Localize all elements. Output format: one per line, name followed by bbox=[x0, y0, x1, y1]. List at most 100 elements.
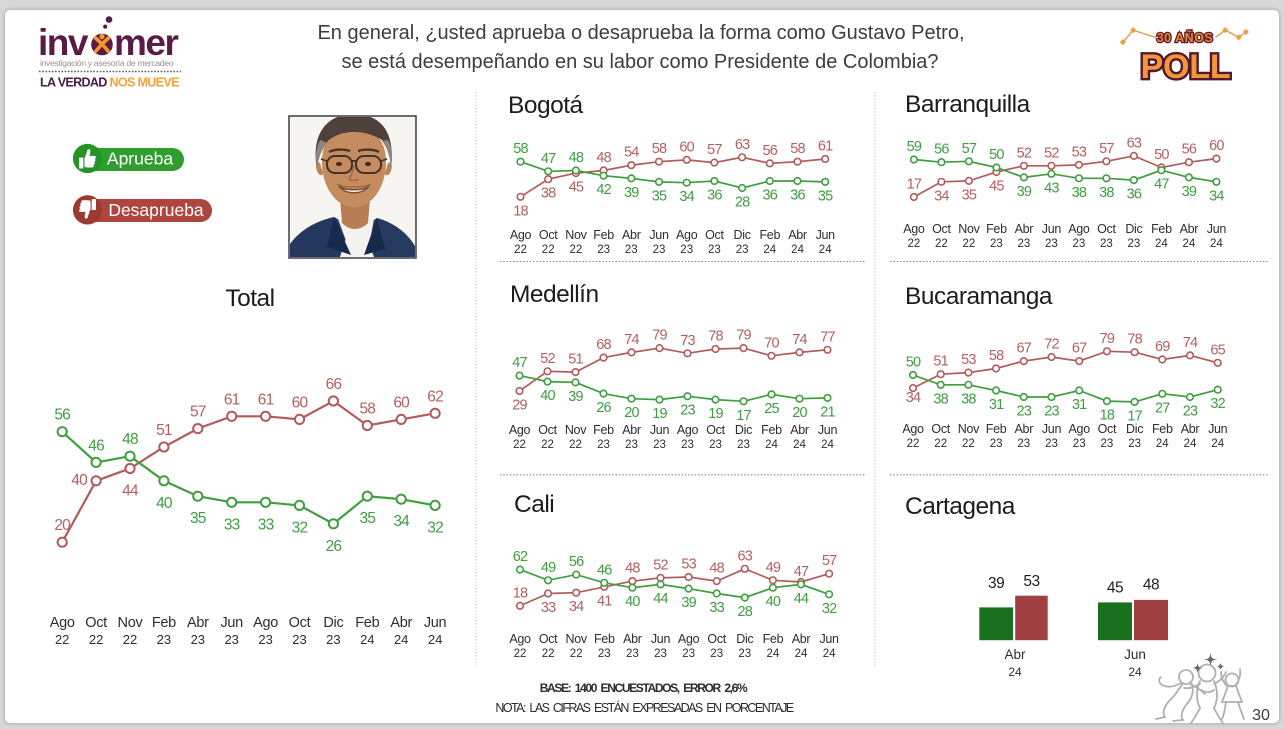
svg-text:23: 23 bbox=[990, 238, 1003, 250]
svg-text:23: 23 bbox=[1045, 238, 1058, 250]
svg-text:24: 24 bbox=[795, 648, 808, 660]
svg-text:48: 48 bbox=[625, 561, 640, 577]
svg-text:Oct: Oct bbox=[1098, 422, 1117, 436]
svg-text:Jun: Jun bbox=[818, 423, 838, 437]
svg-text:23: 23 bbox=[326, 632, 340, 647]
svg-text:Abr: Abr bbox=[622, 228, 641, 242]
svg-text:35: 35 bbox=[652, 188, 667, 204]
svg-text:44: 44 bbox=[653, 591, 668, 607]
svg-text:47: 47 bbox=[512, 355, 527, 371]
svg-text:22: 22 bbox=[541, 439, 554, 451]
svg-text:Jun: Jun bbox=[651, 632, 671, 646]
svg-text:58: 58 bbox=[790, 141, 805, 157]
svg-text:Oct: Oct bbox=[931, 422, 950, 436]
svg-text:68: 68 bbox=[596, 337, 611, 353]
svg-text:33: 33 bbox=[224, 516, 240, 533]
svg-text:23: 23 bbox=[1183, 404, 1198, 420]
svg-text:35: 35 bbox=[359, 510, 375, 527]
svg-text:mer: mer bbox=[114, 22, 178, 63]
svg-text:22: 22 bbox=[908, 238, 921, 250]
svg-text:31: 31 bbox=[989, 397, 1004, 413]
svg-text:Ago: Ago bbox=[253, 615, 278, 631]
svg-text:61: 61 bbox=[818, 139, 833, 155]
svg-text:Oct: Oct bbox=[707, 632, 726, 646]
svg-text:23: 23 bbox=[710, 648, 723, 660]
svg-text:Abr: Abr bbox=[623, 632, 642, 646]
svg-text:22: 22 bbox=[963, 238, 976, 250]
svg-text:50: 50 bbox=[989, 147, 1004, 163]
svg-text:22: 22 bbox=[570, 244, 583, 256]
svg-text:77: 77 bbox=[820, 329, 835, 345]
svg-text:23: 23 bbox=[709, 439, 722, 451]
svg-text:23: 23 bbox=[1017, 404, 1032, 420]
svg-text:74: 74 bbox=[624, 332, 639, 348]
svg-text:35: 35 bbox=[818, 188, 833, 204]
svg-text:Oct: Oct bbox=[538, 423, 557, 437]
svg-text:23: 23 bbox=[597, 244, 610, 256]
svg-text:61: 61 bbox=[224, 391, 240, 408]
svg-text:23: 23 bbox=[157, 632, 171, 647]
svg-text:40: 40 bbox=[71, 472, 88, 489]
svg-text:Jun: Jun bbox=[1124, 647, 1146, 662]
svg-text:69: 69 bbox=[1155, 339, 1170, 355]
svg-text:22: 22 bbox=[962, 438, 975, 450]
svg-text:23: 23 bbox=[1073, 238, 1086, 250]
svg-text:Feb: Feb bbox=[1152, 422, 1173, 436]
svg-text:61: 61 bbox=[258, 391, 274, 408]
svg-text:Dic: Dic bbox=[735, 423, 752, 437]
svg-text:investigación y asesoría de me: investigación y asesoría de mercadeo bbox=[40, 58, 174, 68]
svg-text:50: 50 bbox=[1154, 147, 1169, 163]
svg-text:33: 33 bbox=[541, 600, 556, 616]
svg-text:79: 79 bbox=[736, 328, 751, 344]
svg-text:23: 23 bbox=[653, 439, 666, 451]
svg-text:65: 65 bbox=[1210, 342, 1225, 358]
svg-text:24: 24 bbox=[1211, 438, 1224, 450]
svg-text:23: 23 bbox=[1073, 438, 1086, 450]
svg-text:24: 24 bbox=[394, 632, 408, 647]
svg-text:Nov: Nov bbox=[566, 632, 588, 646]
svg-text:22: 22 bbox=[123, 632, 137, 647]
svg-text:40: 40 bbox=[540, 388, 555, 404]
svg-text:24: 24 bbox=[1156, 438, 1169, 450]
svg-text:39: 39 bbox=[624, 185, 639, 201]
svg-text:57: 57 bbox=[190, 404, 206, 421]
svg-text:74: 74 bbox=[1183, 335, 1198, 351]
svg-text:Jun: Jun bbox=[1207, 222, 1227, 236]
svg-text:38: 38 bbox=[933, 391, 948, 407]
svg-text:23: 23 bbox=[625, 439, 638, 451]
svg-text:Feb: Feb bbox=[593, 228, 614, 242]
svg-text:63: 63 bbox=[1127, 135, 1142, 151]
svg-text:23: 23 bbox=[990, 438, 1003, 450]
svg-text:30 AÑOS: 30 AÑOS bbox=[1157, 30, 1214, 45]
svg-text:34: 34 bbox=[393, 513, 410, 530]
svg-text:57: 57 bbox=[962, 141, 977, 157]
svg-text:Jun: Jun bbox=[1042, 422, 1062, 436]
svg-text:38: 38 bbox=[1099, 185, 1114, 201]
svg-text:74: 74 bbox=[792, 332, 807, 348]
svg-text:35: 35 bbox=[190, 510, 206, 527]
svg-text:67: 67 bbox=[1072, 341, 1087, 357]
svg-text:Desaprueba: Desaprueba bbox=[108, 200, 204, 220]
svg-text:34: 34 bbox=[934, 188, 949, 204]
svg-text:23: 23 bbox=[654, 648, 667, 660]
svg-text:23: 23 bbox=[1128, 438, 1141, 450]
svg-text:32: 32 bbox=[822, 601, 837, 617]
svg-text:18: 18 bbox=[1100, 408, 1115, 424]
svg-text:Feb: Feb bbox=[593, 423, 614, 437]
svg-text:62: 62 bbox=[513, 549, 528, 565]
svg-text:23: 23 bbox=[736, 244, 749, 256]
svg-text:Dic: Dic bbox=[734, 228, 751, 242]
svg-text:40: 40 bbox=[625, 594, 640, 610]
svg-text:Oct: Oct bbox=[289, 615, 311, 631]
svg-text:Dic: Dic bbox=[736, 632, 753, 646]
svg-text:Feb: Feb bbox=[986, 222, 1007, 236]
svg-text:24: 24 bbox=[791, 244, 804, 256]
svg-text:51: 51 bbox=[933, 354, 948, 370]
svg-text:23: 23 bbox=[598, 648, 611, 660]
svg-text:23: 23 bbox=[737, 439, 750, 451]
svg-text:22: 22 bbox=[570, 648, 583, 660]
svg-text:33: 33 bbox=[258, 516, 274, 533]
svg-text:24: 24 bbox=[823, 648, 836, 660]
svg-text:56: 56 bbox=[54, 407, 70, 424]
svg-text:Jun: Jun bbox=[649, 228, 669, 242]
